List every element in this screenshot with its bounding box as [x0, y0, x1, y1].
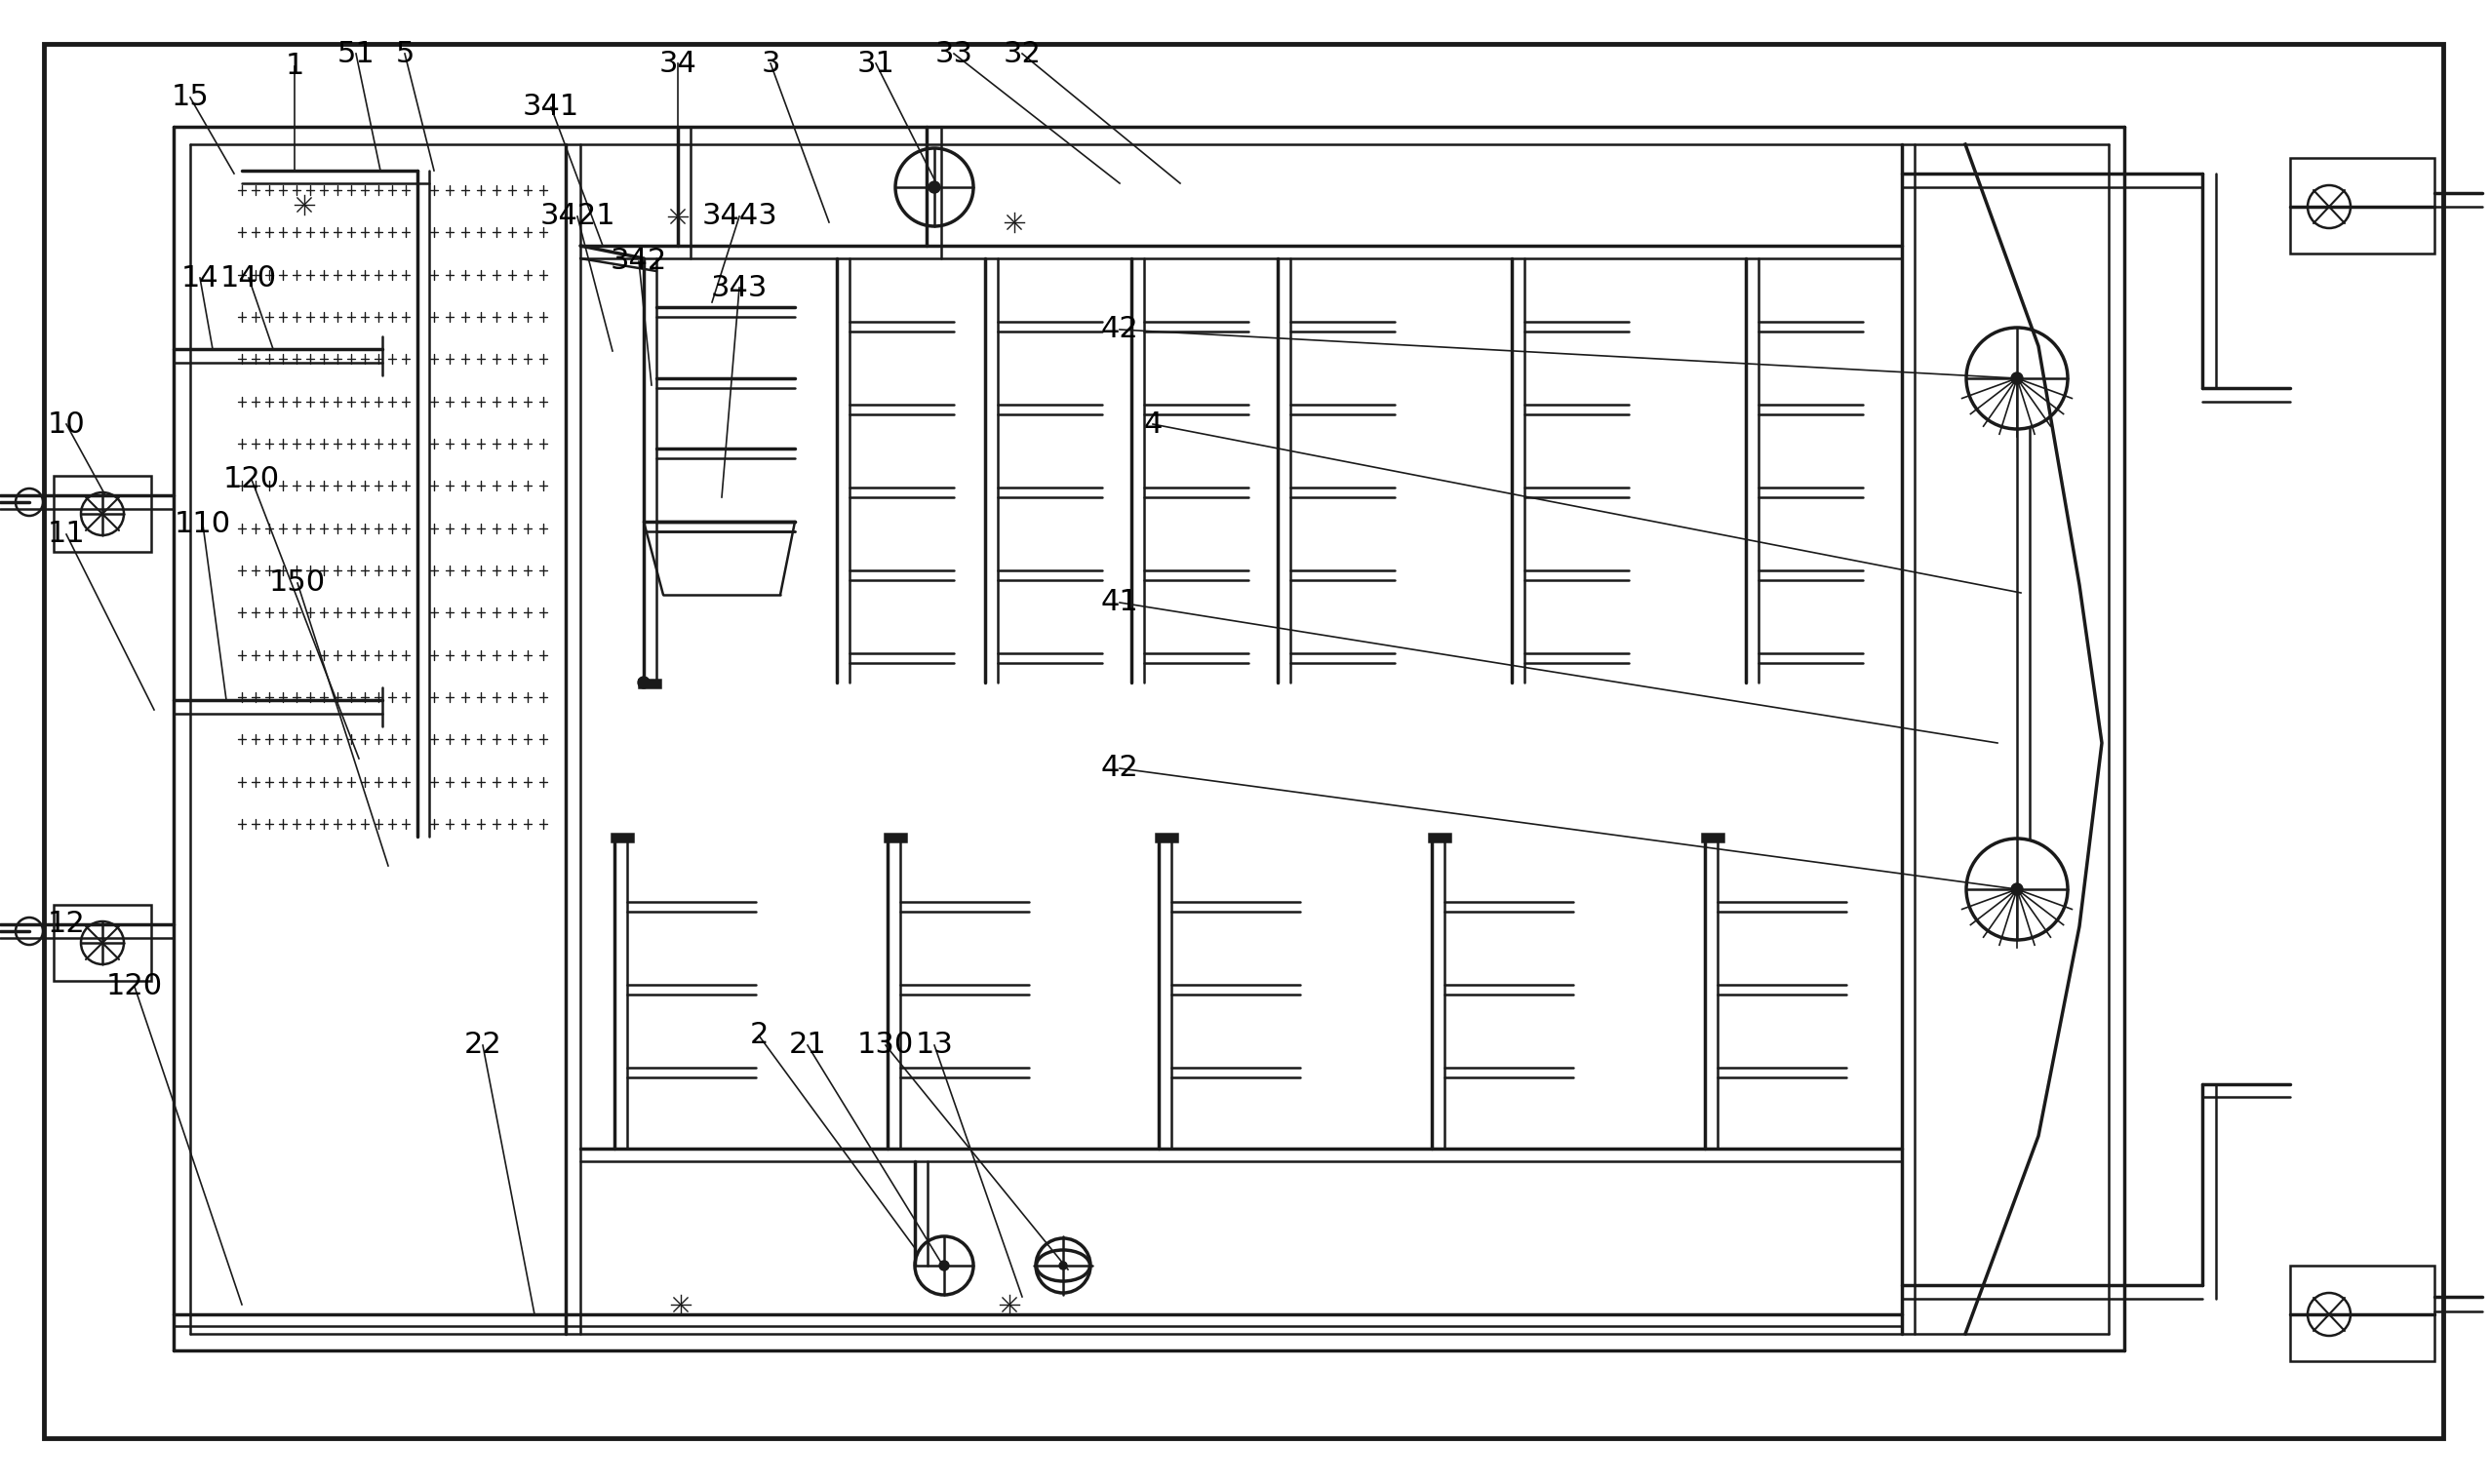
Text: 3421: 3421 [541, 202, 615, 230]
Text: 130: 130 [857, 1031, 914, 1060]
Text: 13: 13 [914, 1031, 954, 1060]
Text: 12: 12 [47, 910, 85, 938]
Text: 120: 120 [107, 972, 162, 1000]
Text: 42: 42 [1101, 754, 1138, 782]
Bar [1156, 834, 1178, 841]
Circle shape [929, 181, 939, 193]
Text: 34: 34 [660, 49, 697, 77]
Bar [884, 834, 907, 841]
Text: 32: 32 [1004, 40, 1041, 68]
Text: 341: 341 [523, 93, 580, 122]
Text: 51: 51 [336, 40, 374, 68]
Bar [638, 680, 660, 687]
Bar [2289, 157, 2434, 254]
Text: 31: 31 [857, 49, 894, 77]
Text: 150: 150 [269, 568, 326, 597]
Bar [610, 834, 633, 841]
Text: 15: 15 [172, 83, 209, 111]
Text: 1: 1 [284, 52, 304, 80]
Bar [55, 905, 152, 981]
Text: 2: 2 [750, 1021, 767, 1049]
Circle shape [1059, 1261, 1066, 1269]
Bar [1430, 834, 1450, 841]
Text: 110: 110 [174, 510, 232, 539]
Text: 3443: 3443 [702, 202, 777, 230]
Circle shape [2010, 372, 2023, 384]
Text: 42: 42 [1101, 316, 1138, 344]
Text: 21: 21 [790, 1031, 827, 1060]
Text: 342: 342 [610, 248, 668, 276]
Text: 10: 10 [47, 410, 85, 438]
Text: 11: 11 [47, 521, 85, 549]
Circle shape [939, 1261, 949, 1270]
Text: 4: 4 [1143, 410, 1163, 438]
Text: 41: 41 [1101, 589, 1138, 617]
Text: 120: 120 [224, 466, 279, 494]
Text: 22: 22 [463, 1031, 501, 1060]
Text: 343: 343 [710, 273, 767, 301]
Circle shape [638, 677, 650, 689]
Bar [2289, 1266, 2434, 1361]
Text: 140: 140 [219, 264, 277, 292]
Bar [1701, 834, 1724, 841]
Text: 33: 33 [934, 40, 974, 68]
Text: 5: 5 [396, 40, 414, 68]
Text: 14: 14 [182, 264, 219, 292]
Circle shape [2010, 883, 2023, 895]
Bar [55, 476, 152, 552]
Text: 3: 3 [762, 49, 780, 77]
